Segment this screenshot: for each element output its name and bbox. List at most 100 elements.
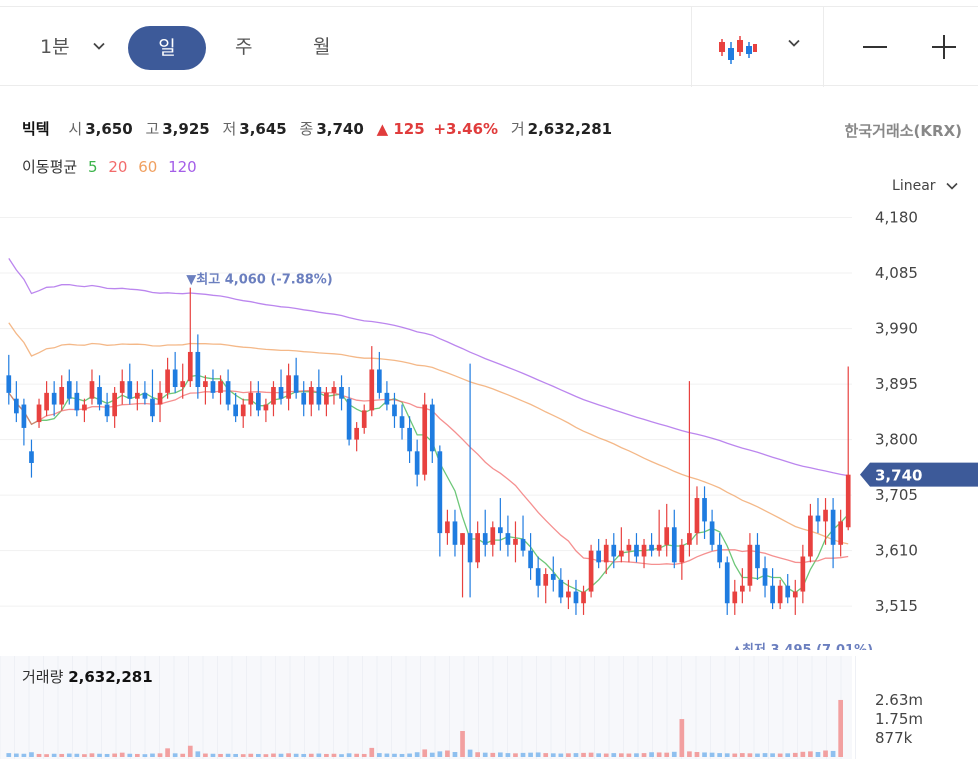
candle: [392, 392, 397, 428]
price-chart[interactable]: 4,180 4,085 3,990 3,895 3,800 3,705 3,610 3,515…: [0, 200, 978, 650]
y-tick-label: 3,705: [875, 486, 918, 504]
candle-body: [656, 544, 662, 551]
candle-body: [369, 369, 375, 411]
candle-body: [119, 381, 125, 393]
candle-body: [384, 392, 390, 405]
volume-bar: [762, 753, 768, 757]
stock-name: 빅텍: [22, 120, 50, 138]
candle-body: [301, 392, 307, 405]
candle: [293, 357, 299, 399]
candle-body: [581, 591, 586, 604]
volume-bar: [687, 751, 692, 757]
candle-body: [649, 544, 654, 551]
candle: [739, 568, 745, 604]
volume-bar: [823, 750, 828, 757]
tab-day[interactable]: 일: [128, 26, 206, 70]
moving-average-legend[interactable]: 이동평균 5 20 60 120: [22, 156, 203, 177]
candle-body: [452, 521, 458, 545]
candle: [785, 574, 791, 604]
candle-body: [490, 527, 496, 545]
volume-bar: [830, 750, 836, 757]
candle: [346, 387, 352, 446]
candle: [6, 354, 12, 405]
candle-body: [596, 550, 602, 563]
volume-bar: [808, 751, 813, 757]
plus-icon[interactable]: [929, 32, 959, 62]
candle-body: [543, 574, 549, 586]
period-1min-selector[interactable]: 1분: [40, 36, 70, 58]
volume-bar: [505, 753, 511, 757]
ma-60: 60: [138, 158, 158, 176]
volume-bar: [180, 753, 186, 757]
candle: [467, 363, 473, 598]
candle: [422, 392, 428, 481]
volume-bar: [445, 750, 450, 757]
candle: [74, 381, 80, 417]
candle: [664, 503, 670, 557]
candle-body: [671, 527, 677, 563]
volume-bar: [134, 753, 140, 757]
chart-type-chevron-icon[interactable]: [788, 37, 800, 49]
candle: [263, 398, 269, 423]
candle-body: [392, 404, 397, 417]
candle-body: [354, 427, 360, 440]
candle-body: [233, 404, 239, 417]
candle: [588, 544, 594, 598]
candle: [475, 521, 481, 569]
candle-body: [755, 544, 760, 569]
volume-bar: [513, 753, 518, 757]
candle: [203, 375, 208, 405]
volume-bar: [679, 719, 685, 757]
tab-month[interactable]: 월: [313, 36, 331, 58]
candle-body: [618, 550, 624, 557]
candle-body: [29, 451, 34, 463]
candle-body: [505, 533, 511, 545]
volume-bar: [376, 753, 382, 757]
chevron-down-icon[interactable]: [93, 40, 105, 52]
volume-bar: [346, 753, 352, 757]
candle: [112, 387, 118, 428]
candle: [603, 538, 609, 575]
candle: [452, 509, 458, 557]
open-value: 3,650: [85, 120, 133, 138]
candle: [376, 351, 382, 399]
volume-value: 2,632,281: [527, 120, 613, 138]
candle: [429, 398, 435, 463]
candle: [490, 521, 496, 557]
candle: [845, 366, 851, 531]
volume-bar: [429, 752, 435, 757]
candle: [407, 416, 412, 463]
volume-bar: [203, 753, 208, 757]
candle: [528, 533, 533, 580]
minus-icon[interactable]: [860, 32, 890, 62]
volume-bar: [475, 752, 481, 757]
candle-body: [823, 509, 828, 522]
volume-bar: [671, 751, 677, 757]
candle: [29, 439, 34, 478]
candle-body: [679, 544, 685, 563]
candle-body: [535, 568, 541, 586]
candle: [248, 381, 254, 417]
candle: [573, 579, 579, 615]
candle: [384, 381, 390, 411]
candle-body: [482, 533, 488, 545]
volume-bar: [694, 752, 700, 757]
volume-bar: [384, 753, 390, 757]
candle-body: [687, 533, 692, 545]
y-tick-label: 3,515: [875, 597, 918, 615]
candle-body: [558, 579, 564, 598]
candle: [104, 392, 110, 423]
candle-body: [664, 527, 670, 545]
candle-body: [739, 585, 745, 592]
candle: [581, 585, 586, 615]
candle: [830, 498, 836, 569]
tab-week[interactable]: 주: [235, 36, 253, 58]
candle: [808, 503, 813, 563]
volume-bar: [460, 730, 465, 757]
volume-bar: [732, 753, 738, 757]
candle: [792, 579, 798, 615]
candlestick-icon[interactable]: [717, 34, 757, 66]
scale-selector[interactable]: Linear: [892, 178, 958, 194]
candle: [218, 375, 223, 405]
